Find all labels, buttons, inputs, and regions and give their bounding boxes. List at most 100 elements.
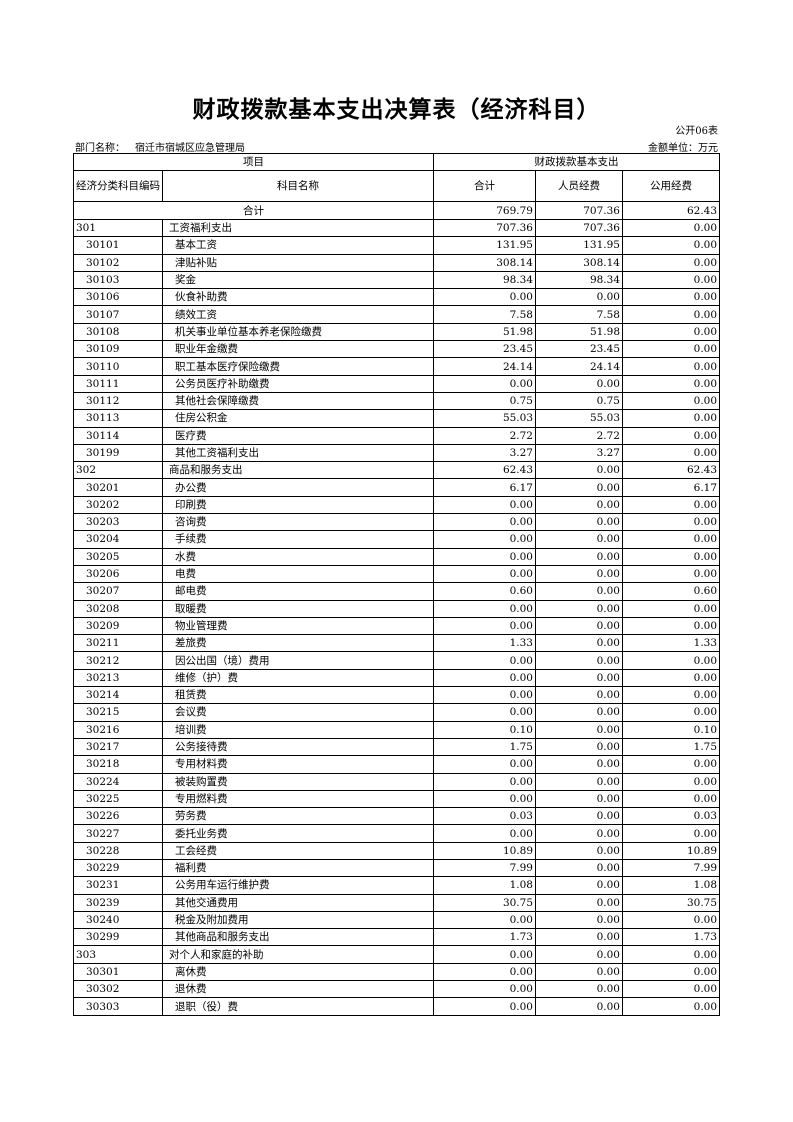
cell-personnel: 0.00 [535, 772, 623, 791]
cell-public: 0.00 [621, 824, 721, 843]
cell-public: 0.60 [621, 582, 721, 601]
cell-code: 30207 [73, 582, 163, 601]
cell-personnel: 0.00 [535, 858, 623, 878]
cell-code: 301 [73, 218, 163, 238]
cell-personnel: 0.00 [535, 513, 623, 532]
cell-personnel: 51.98 [535, 322, 623, 342]
cell-public: 0.00 [621, 495, 721, 515]
cell-public: 0.03 [621, 807, 721, 826]
cell-name: 住房公积金 [162, 409, 434, 428]
cell-public: 0.00 [621, 322, 721, 342]
cell-name: 租赁费 [162, 686, 434, 705]
cell-code: 30199 [73, 443, 163, 463]
cell-personnel: 0.00 [535, 962, 623, 982]
cell-name: 奖金 [162, 270, 434, 290]
cell-code: 30109 [73, 340, 163, 359]
cell-total: 3.27 [433, 443, 536, 463]
cell-public: 0.00 [621, 616, 721, 636]
table-row: 30204 手续费 0.00 0.00 0.00 [73, 530, 721, 549]
cell-total: 10.89 [433, 841, 536, 860]
cell-name: 劳务费 [162, 807, 434, 826]
cell-code: 30106 [73, 288, 163, 307]
cell-name: 公务接待费 [162, 737, 434, 757]
cell-personnel: 0.00 [535, 755, 623, 774]
cell-total: 0.00 [433, 789, 536, 809]
table-row: 30228 工会经费 10.89 0.00 10.89 [73, 841, 721, 860]
cell-name: 邮电费 [162, 582, 434, 601]
cell-public: 0.00 [621, 703, 721, 722]
table-row: 30303 退职（役）费 0.00 0.00 0.00 [73, 997, 721, 1016]
cell-public: 0.00 [621, 236, 721, 255]
cell-personnel: 707.36 [535, 218, 623, 238]
table-row: 303 对个人和家庭的补助 0.00 0.00 0.00 [73, 945, 721, 964]
cell-public: 62.43 [621, 461, 721, 480]
cell-name: 公务用车运行维护费 [162, 876, 434, 895]
cell-personnel: 0.00 [535, 530, 623, 549]
cell-total: 2.72 [433, 426, 536, 445]
cell-total: 0.03 [433, 807, 536, 826]
cell-code: 30103 [73, 270, 163, 290]
cell-total: 0.75 [433, 391, 536, 411]
cell-code: 30225 [73, 789, 163, 809]
cell-personnel: 0.00 [535, 599, 623, 618]
cell-code: 30226 [73, 807, 163, 826]
cell-code: 30108 [73, 322, 163, 342]
cell-name: 公务员医疗补助缴费 [162, 374, 434, 393]
cell-total: 0.00 [433, 772, 536, 791]
cell-name: 职业年金缴费 [162, 340, 434, 359]
table-row: 30109 职业年金缴费 23.45 23.45 0.00 [73, 340, 721, 359]
cell-personnel: 0.00 [535, 547, 623, 566]
cell-personnel: 0.00 [535, 616, 623, 636]
total-label: 合计 [73, 201, 434, 220]
cell-public: 0.00 [621, 651, 721, 670]
table-row: 302 商品和服务支出 62.43 0.00 62.43 [73, 461, 721, 480]
header-public: 公用经费 [621, 170, 721, 202]
table-row: 30199 其他工资福利支出 3.27 3.27 0.00 [73, 443, 721, 463]
table-row: 30103 奖金 98.34 98.34 0.00 [73, 270, 721, 290]
table-row: 30211 差旅费 1.33 0.00 1.33 [73, 634, 721, 653]
cell-personnel: 23.45 [535, 340, 623, 359]
cell-code: 30239 [73, 893, 163, 912]
table-row: 30106 伙食补助费 0.00 0.00 0.00 [73, 288, 721, 307]
cell-public: 0.00 [621, 755, 721, 774]
amount-unit: 金额单位：万元 [648, 143, 718, 154]
cell-public: 1.33 [621, 634, 721, 653]
cell-code: 30111 [73, 374, 163, 393]
cell-name: 物业管理费 [162, 616, 434, 636]
cell-name: 医疗费 [162, 426, 434, 445]
table-row: 30227 委托业务费 0.00 0.00 0.00 [73, 824, 721, 843]
cell-name: 专用材料费 [162, 755, 434, 774]
department-name: 宿迁市宿城区应急管理局 [135, 143, 245, 154]
cell-public: 0.00 [621, 564, 721, 584]
cell-total: 0.00 [433, 980, 536, 999]
cell-total: 0.10 [433, 720, 536, 739]
cell-personnel: 3.27 [535, 443, 623, 463]
header-item: 项目 [73, 153, 434, 171]
cell-name: 机关事业单位基本养老保险缴费 [162, 322, 434, 342]
cell-total: 131.95 [433, 236, 536, 255]
cell-name: 退休费 [162, 980, 434, 999]
cell-public: 0.00 [621, 980, 721, 999]
cell-personnel: 0.00 [535, 893, 623, 912]
cell-code: 30110 [73, 357, 163, 376]
cell-name: 职工基本医疗保险缴费 [162, 357, 434, 376]
cell-public: 0.00 [621, 374, 721, 393]
cell-code: 30112 [73, 391, 163, 411]
cell-name: 取暖费 [162, 599, 434, 618]
table-row: 30209 物业管理费 0.00 0.00 0.00 [73, 616, 721, 636]
table-row: 30203 咨询费 0.00 0.00 0.00 [73, 513, 721, 532]
cell-total: 98.34 [433, 270, 536, 290]
table-row: 30218 专用材料费 0.00 0.00 0.00 [73, 755, 721, 774]
table-row: 30113 住房公积金 55.03 55.03 0.00 [73, 409, 721, 428]
cell-personnel: 0.00 [535, 910, 623, 930]
cell-personnel: 0.00 [535, 634, 623, 653]
cell-total: 0.00 [433, 703, 536, 722]
cell-code: 303 [73, 945, 163, 964]
cell-personnel: 0.00 [535, 651, 623, 670]
cell-total: 0.00 [433, 686, 536, 705]
table-row: 30212 因公出国（境）费用 0.00 0.00 0.00 [73, 651, 721, 670]
table-row: 30111 公务员医疗补助缴费 0.00 0.00 0.00 [73, 374, 721, 393]
cell-total: 0.00 [433, 945, 536, 964]
cell-name: 工会经费 [162, 841, 434, 860]
header-total: 合计 [433, 170, 536, 202]
